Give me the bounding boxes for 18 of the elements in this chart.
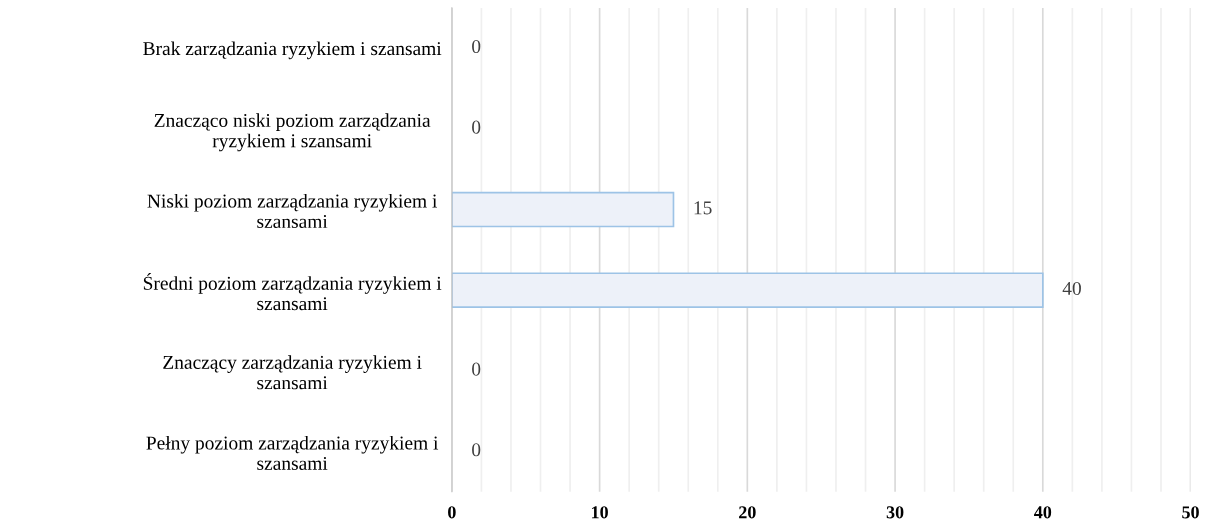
data-label: 0	[472, 443, 481, 457]
y-tick-label: Średni poziom zarządzania ryzykiem i szansami	[143, 273, 442, 311]
y-tick-label: Znacząco niski poziom zarządzania ryzykiem i szansami	[154, 113, 431, 152]
x-tick-label: 0	[448, 506, 456, 519]
y-tick-label: Brak zarządzania ryzykiem i szansami	[143, 41, 442, 60]
data-label: 0	[472, 362, 481, 376]
x-tick-label: 40	[1034, 506, 1052, 519]
x-tick-label: 50	[1182, 506, 1199, 519]
x-tick-label: 20	[739, 506, 756, 519]
x-tick-label: 30	[886, 506, 904, 519]
x-tick-label: 10	[592, 506, 608, 519]
y-tick-label: Niski poziom zarządzania ryzykiem i szansami	[147, 193, 438, 228]
data-label: 0	[472, 39, 481, 54]
data-label: 40	[1062, 281, 1081, 296]
y-tick-label: Pełny poziom zarządzania ryzykiem i szansami	[146, 435, 439, 470]
y-tick-label: Znaczący zarządzania ryzykiem i szansami	[163, 355, 422, 390]
data-label: 0	[472, 120, 481, 134]
data-label: 15	[694, 201, 712, 215]
